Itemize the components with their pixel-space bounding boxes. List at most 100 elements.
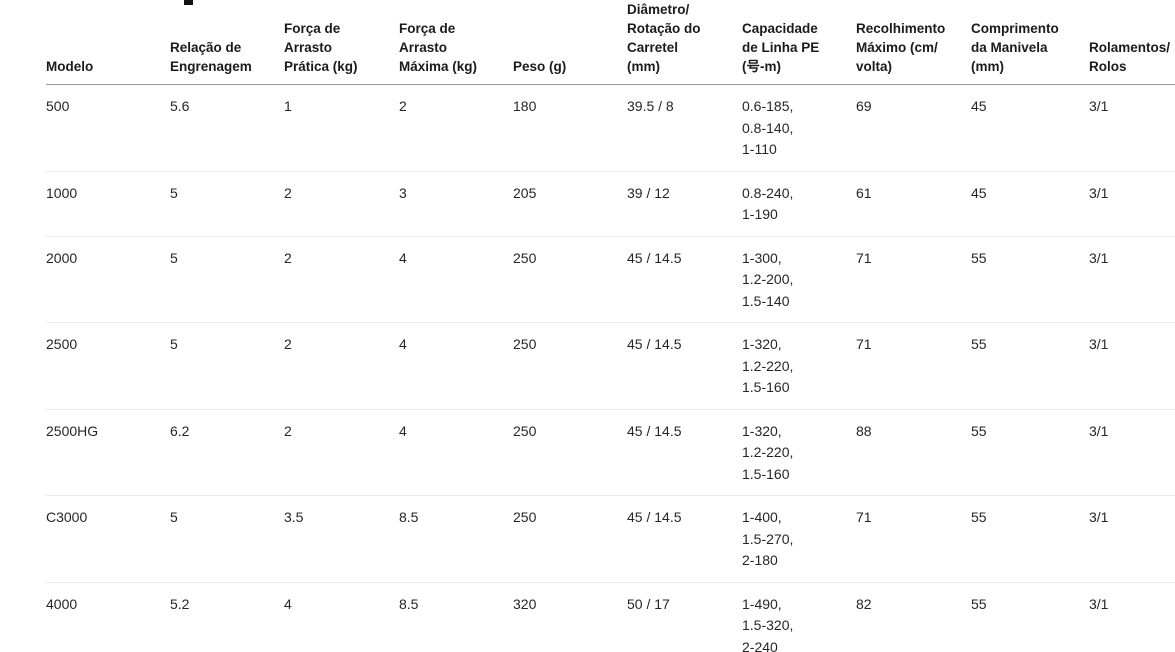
cell-spool-diameter-rotation-mm: 45 / 14.5: [627, 322, 742, 410]
capacity-line: 1.2-200,: [742, 271, 794, 287]
cell-bearings-rollers: 3/1: [1089, 236, 1175, 323]
cell-handle-length-mm: 45: [971, 84, 1089, 172]
cell-max-drag-kg: 4: [399, 322, 513, 410]
col-header-modelo: Modelo: [46, 0, 170, 85]
cell-weight-g: 320: [513, 582, 627, 652]
cell-practical-drag-kg: 2: [284, 409, 399, 496]
col-header-forca-arrasto-pratica: Força de Arrasto Prática (kg): [284, 0, 399, 85]
cell-gear-ratio: 6.2: [170, 409, 284, 496]
cell-model: 2000: [46, 236, 170, 323]
capacity-line: 2-180: [742, 552, 778, 568]
capacity-line: 1-320,: [742, 422, 782, 439]
cell-max-drag-kg: 3: [399, 171, 513, 237]
col-header-comprimento-manivela: Comprimento da Manivela (mm): [971, 0, 1089, 85]
cell-pe-line-capacity: 1-320, 1.2-220, 1.5-160: [742, 322, 856, 410]
col-header-capacidade-linha-pe: Capacidade de Linha PE (号-m): [742, 0, 856, 85]
capacity-line: 1-110: [742, 141, 777, 157]
cell-handle-length-mm: 55: [971, 409, 1089, 496]
cell-model: 4000: [46, 582, 170, 652]
cell-bearings-rollers: 3/1: [1089, 409, 1175, 496]
table-row: 4000 5.2 4 8.5 320 50 / 17 1-490, 1.5-320, 2-240…: [46, 582, 1175, 652]
table-row: 2500 5 2 4 250 45 / 14.5 1-320, 1.2-220, 1.5-160…: [46, 322, 1175, 410]
cell-practical-drag-kg: 2: [284, 236, 399, 323]
cell-model: 2500HG: [46, 409, 170, 496]
col-header-rolamentos-rolos: Rolamentos/ Rolos: [1089, 0, 1175, 85]
col-header-forca-arrasto-maxima: Força de Arrasto Máxima (kg): [399, 0, 513, 85]
cell-model: 500: [46, 84, 170, 172]
col-header-relacao-engrenagem: Relação de Engrenagem: [170, 0, 284, 85]
cell-handle-length-mm: 55: [971, 322, 1089, 410]
cell-pe-line-capacity: 1-300, 1.2-200, 1.5-140: [742, 236, 856, 323]
cell-practical-drag-kg: 2: [284, 171, 399, 237]
cell-model: 2500: [46, 322, 170, 410]
spec-table-container: Modelo Relação de Engrenagem Força de Ar…: [46, 0, 1175, 652]
cell-gear-ratio: 5: [170, 236, 284, 323]
table-row: 1000 5 2 3 205 39 / 12 0.8-240, 1-190 61 45 3/1: [46, 171, 1175, 237]
capacity-line: 1.5-270,: [742, 530, 794, 547]
cell-max-retrieve-cm-per-turn: 61: [856, 171, 971, 237]
cell-max-retrieve-cm-per-turn: 71: [856, 322, 971, 410]
cell-handle-length-mm: 55: [971, 495, 1089, 583]
cell-bearings-rollers: 3/1: [1089, 495, 1175, 583]
cell-spool-diameter-rotation-mm: 50 / 17: [627, 582, 742, 652]
cell-model: 1000: [46, 171, 170, 237]
cell-weight-g: 180: [513, 84, 627, 172]
cell-pe-line-capacity: 1-320, 1.2-220, 1.5-160: [742, 409, 856, 496]
table-row: 2000 5 2 4 250 45 / 14.5 1-300, 1.2-200, 1.5-140…: [46, 236, 1175, 323]
cell-weight-g: 250: [513, 409, 627, 496]
cell-handle-length-mm: 45: [971, 171, 1089, 237]
capacity-line: 1-300,: [742, 249, 782, 266]
cell-practical-drag-kg: 3.5: [284, 495, 399, 583]
cell-bearings-rollers: 3/1: [1089, 84, 1175, 172]
cell-bearings-rollers: 3/1: [1089, 582, 1175, 652]
cell-max-drag-kg: 2: [399, 84, 513, 172]
table-row: 500 5.6 1 2 180 39.5 / 8 0.6-185, 0.8-140, 1-110…: [46, 84, 1175, 172]
header-row: Modelo Relação de Engrenagem Força de Ar…: [46, 0, 1175, 85]
col-header-peso: Peso (g): [513, 0, 627, 85]
capacity-line: 1.5-160: [742, 379, 790, 395]
capacity-line: 0.6-185,: [742, 98, 794, 114]
cell-weight-g: 250: [513, 495, 627, 583]
reel-spec-table: Modelo Relação de Engrenagem Força de Ar…: [46, 0, 1175, 652]
cell-handle-length-mm: 55: [971, 236, 1089, 323]
cell-max-drag-kg: 8.5: [399, 582, 513, 652]
cell-max-retrieve-cm-per-turn: 69: [856, 84, 971, 172]
capacity-line: 1.2-220,: [742, 444, 794, 460]
cell-spool-diameter-rotation-mm: 45 / 14.5: [627, 236, 742, 323]
cell-bearings-rollers: 3/1: [1089, 322, 1175, 410]
capacity-line: 1-400,: [742, 509, 782, 525]
table-body: 500 5.6 1 2 180 39.5 / 8 0.6-185, 0.8-140, 1-110…: [46, 84, 1175, 652]
cell-weight-g: 250: [513, 322, 627, 410]
table-row: C3000 5 3.5 8.5 250 45 / 14.5 1-400, 1.5-270, 2-…: [46, 495, 1175, 583]
capacity-line: 1.5-320,: [742, 617, 794, 633]
cell-max-retrieve-cm-per-turn: 71: [856, 236, 971, 323]
cell-model: C3000: [46, 495, 170, 583]
cell-bearings-rollers: 3/1: [1089, 171, 1175, 237]
capacity-line: 0.8-140,: [742, 119, 794, 136]
cell-pe-line-capacity: 0.8-240, 1-190: [742, 171, 856, 237]
cell-pe-line-capacity: 1-490, 1.5-320, 2-240: [742, 582, 856, 652]
table-row: 2500HG 6.2 2 4 250 45 / 14.5 1-320, 1.2-220, 1.5…: [46, 409, 1175, 496]
capacity-line: 1.5-140: [742, 292, 790, 309]
cell-handle-length-mm: 55: [971, 582, 1089, 652]
cell-spool-diameter-rotation-mm: 39.5 / 8: [627, 84, 742, 172]
cell-max-drag-kg: 4: [399, 236, 513, 323]
cell-pe-line-capacity: 0.6-185, 0.8-140, 1-110: [742, 84, 856, 172]
capacity-line: 1-320,: [742, 336, 782, 352]
col-header-diametro-rotacao-carretel: Diâmetro/ Rotação do Carretel (mm): [627, 0, 742, 85]
cell-weight-g: 205: [513, 171, 627, 237]
capacity-line: 1.2-220,: [742, 357, 794, 374]
capacity-line: 1-490,: [742, 595, 782, 612]
cell-max-drag-kg: 8.5: [399, 495, 513, 583]
cell-spool-diameter-rotation-mm: 45 / 14.5: [627, 495, 742, 583]
capacity-line: 1.5-160: [742, 465, 790, 482]
capacity-line: 1-190: [742, 206, 778, 222]
cell-pe-line-capacity: 1-400, 1.5-270, 2-180: [742, 495, 856, 583]
cell-max-drag-kg: 4: [399, 409, 513, 496]
cell-practical-drag-kg: 2: [284, 322, 399, 410]
cell-gear-ratio: 5: [170, 495, 284, 583]
cell-max-retrieve-cm-per-turn: 82: [856, 582, 971, 652]
cell-gear-ratio: 5: [170, 171, 284, 237]
cell-weight-g: 250: [513, 236, 627, 323]
capacity-line: 0.8-240,: [742, 184, 794, 201]
